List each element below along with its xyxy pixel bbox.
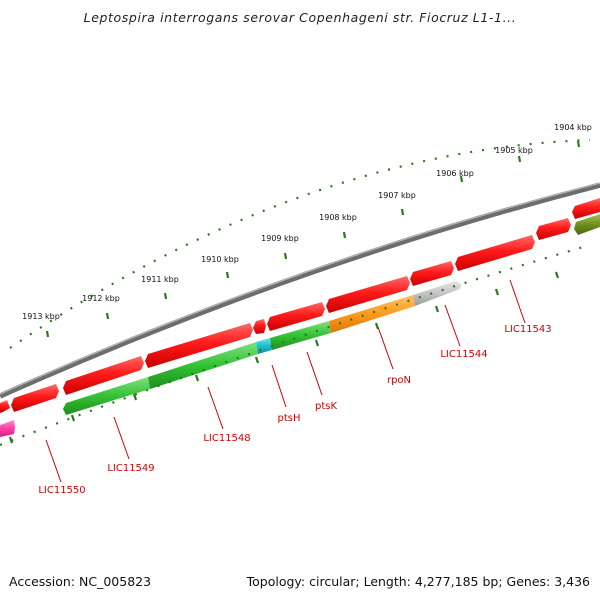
- gene-bar[interactable]: [0, 420, 15, 437]
- gene-label-lic11550: LIC11550: [38, 485, 85, 496]
- scale-label-1911: 1911 kbp: [141, 275, 179, 284]
- label-leaders: [45, 279, 526, 483]
- scale-label-1906: 1906 kbp: [436, 169, 474, 178]
- gene-label-ptsh: ptsH: [278, 413, 301, 424]
- inner-scale-major-ticks: [8, 271, 560, 444]
- scale-label-1909: 1909 kbp: [261, 234, 299, 243]
- gene-arrow[interactable]: [0, 400, 10, 413]
- gene-arrow[interactable]: [253, 319, 266, 334]
- gene-arrow[interactable]: [455, 235, 535, 271]
- scale-label-1907: 1907 kbp: [378, 191, 416, 200]
- gene-arrow[interactable]: [572, 198, 600, 219]
- gene-bar[interactable]: [574, 214, 600, 235]
- reverse-strand-genes: [0, 214, 600, 437]
- genome-summary: Topology: circular; Length: 4,277,185 bp…: [246, 574, 590, 589]
- gene-arrow[interactable]: [145, 323, 253, 368]
- outer-scale-major-ticks: [45, 140, 581, 338]
- gene-arrow[interactable]: [536, 218, 571, 240]
- scale-label-1905: 1905 kbp: [495, 146, 533, 155]
- scale-label-1908: 1908 kbp: [319, 213, 357, 222]
- gene-label-lic11544: LIC11544: [440, 349, 487, 360]
- scale-label-1913: 1913 kbp: [22, 312, 60, 321]
- scale-label-1904: 1904 kbp: [554, 123, 592, 132]
- gene-arrow[interactable]: [410, 261, 454, 286]
- gene-bar[interactable]: [413, 281, 461, 306]
- map-title: Leptospira interrogans serovar Copenhage…: [83, 10, 517, 25]
- gene-bar[interactable]: [256, 338, 272, 354]
- scale-label-1910: 1910 kbp: [201, 255, 239, 264]
- gene-label-ptsk: ptsK: [315, 401, 337, 412]
- forward-strand-genes: [0, 198, 600, 413]
- gene-arrow[interactable]: [11, 384, 59, 412]
- scale-label-1912: 1912 kbp: [82, 294, 120, 303]
- backbone-highlight: [0, 182, 600, 395]
- outer-scale-ring: [9, 138, 591, 349]
- gene-bar[interactable]: [148, 342, 258, 389]
- gene-bar[interactable]: [270, 321, 331, 350]
- gene-label-lic11549: LIC11549: [107, 463, 154, 474]
- gene-label-lic11543: LIC11543: [504, 324, 551, 335]
- gene-arrow[interactable]: [63, 356, 144, 395]
- gene-bar[interactable]: [329, 295, 415, 333]
- gene-arrow[interactable]: [326, 276, 410, 313]
- gene-bar[interactable]: [63, 377, 150, 415]
- gene-arrow[interactable]: [267, 302, 325, 331]
- gene-label-rpon: rpoN: [387, 375, 411, 386]
- accession-label: Accession: NC_005823: [9, 574, 152, 589]
- gene-label-lic11548: LIC11548: [203, 433, 250, 444]
- backbone-ring: [0, 182, 600, 399]
